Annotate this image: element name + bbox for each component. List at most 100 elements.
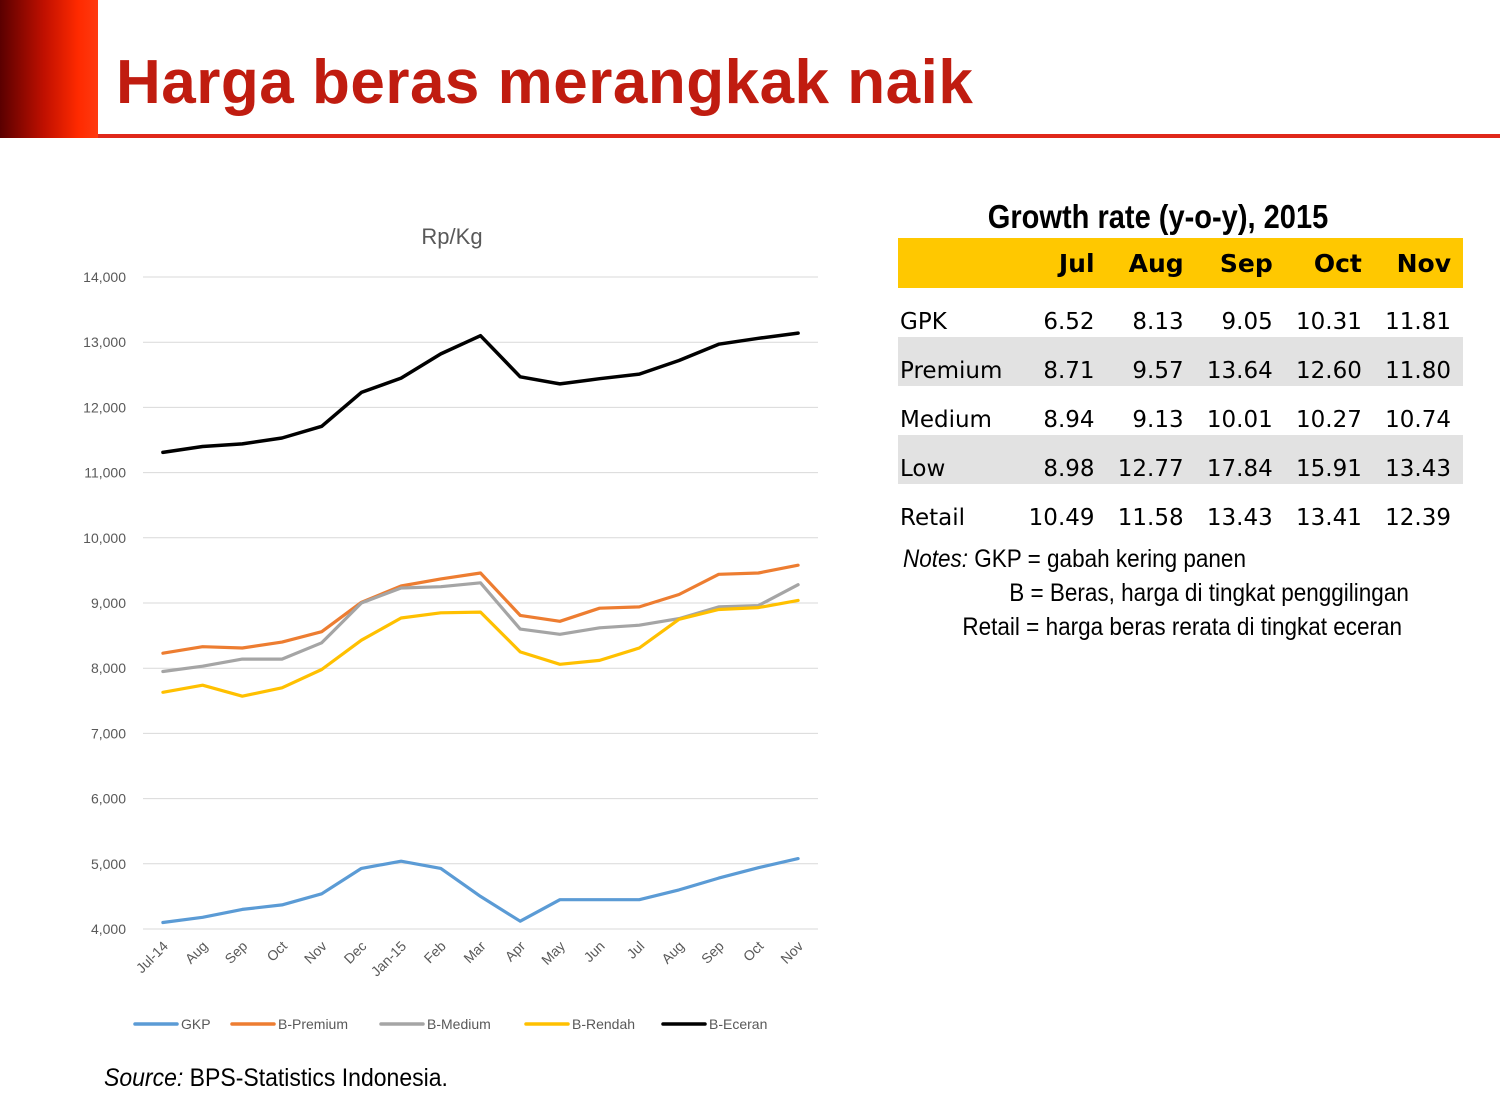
y-tick-label: 7,000 bbox=[91, 725, 126, 741]
series-lines bbox=[161, 331, 800, 925]
data-point bbox=[479, 581, 482, 584]
data-point bbox=[558, 663, 562, 666]
price-line-chart: Rp/Kg 4,000 5,000 6,000 7,000 8,000 9,000 10,0… bbox=[83, 224, 818, 1032]
table-row: Retail 10.49 11.58 13.43 13.41 12.39 bbox=[898, 484, 1463, 533]
table-cell: 10.27 bbox=[1296, 407, 1362, 433]
data-point bbox=[757, 606, 760, 609]
y-tick-label: 10,000 bbox=[83, 530, 126, 546]
table-cell: 10.31 bbox=[1296, 309, 1362, 335]
table-row: Medium 8.94 9.13 10.01 10.27 10.74 bbox=[898, 386, 1463, 435]
data-point bbox=[598, 659, 601, 662]
table-cell: 12.39 bbox=[1385, 505, 1451, 531]
data-point bbox=[320, 641, 323, 644]
x-tick-label: Jun bbox=[580, 938, 607, 965]
notes-text: GKP = gabah kering panen bbox=[968, 545, 1246, 573]
x-tick-label: Nov bbox=[301, 938, 330, 967]
table-header-cell: Oct bbox=[1284, 238, 1374, 288]
x-tick-label: Aug bbox=[182, 938, 211, 967]
data-point bbox=[796, 857, 800, 860]
notes-block: Notes: GKP = gabah kering panen B = Bera… bbox=[903, 542, 1483, 644]
data-point bbox=[439, 611, 442, 614]
row-label: Low bbox=[898, 435, 1018, 484]
data-point bbox=[598, 898, 601, 901]
table-row: GPK 6.52 8.13 9.05 10.31 11.81 bbox=[898, 288, 1463, 337]
series-line-b-rendah bbox=[161, 598, 800, 698]
row-label: Premium bbox=[898, 337, 1018, 386]
data-point bbox=[320, 630, 323, 633]
table-cell: 6.52 bbox=[1043, 309, 1095, 335]
table-header-cell: Sep bbox=[1195, 238, 1285, 288]
data-point bbox=[796, 331, 800, 335]
legend-label: GKP bbox=[181, 1016, 211, 1032]
x-tick-label: Jan-15 bbox=[368, 938, 410, 980]
table-cell: 13.41 bbox=[1296, 505, 1362, 531]
legend-label: B-Rendah bbox=[572, 1016, 635, 1032]
data-point bbox=[320, 425, 323, 428]
series-line-b-premium bbox=[161, 563, 800, 655]
table-cell: 10.49 bbox=[1028, 505, 1095, 531]
x-tick-label: Nov bbox=[777, 938, 806, 967]
table-cell: 8.71 bbox=[1017, 337, 1107, 386]
table-row: Low 8.98 12.77 17.84 15.91 13.43 bbox=[898, 435, 1463, 484]
data-point bbox=[280, 657, 284, 661]
series-line-b-eceran bbox=[161, 331, 800, 455]
table-cell: 13.43 bbox=[1206, 505, 1273, 531]
x-tick-label: Feb bbox=[421, 938, 450, 967]
data-point bbox=[598, 607, 601, 610]
table-cell: 13.64 bbox=[1195, 337, 1285, 386]
data-point bbox=[320, 892, 323, 895]
x-tick-label: Dec bbox=[341, 938, 370, 967]
data-point bbox=[241, 657, 244, 661]
data-point bbox=[399, 586, 403, 590]
data-point bbox=[360, 601, 363, 605]
table-cell: 9.57 bbox=[1106, 337, 1196, 386]
data-point bbox=[638, 646, 641, 650]
y-tick-label: 14,000 bbox=[83, 269, 126, 285]
table-header-cell bbox=[898, 238, 1018, 288]
data-point bbox=[717, 608, 720, 611]
series-line-gkp bbox=[161, 856, 800, 925]
data-point bbox=[519, 627, 522, 631]
source-label: Source: bbox=[104, 1064, 184, 1092]
data-point bbox=[399, 616, 403, 620]
data-point bbox=[558, 633, 562, 636]
table-row: Premium 8.71 9.57 13.64 12.60 11.80 bbox=[898, 337, 1463, 386]
data-point bbox=[558, 898, 562, 901]
data-point bbox=[241, 646, 244, 650]
data-point bbox=[479, 610, 482, 614]
table-cell: 8.94 bbox=[1043, 407, 1095, 433]
header-accent-block bbox=[0, 0, 98, 138]
data-point bbox=[598, 626, 601, 629]
data-point bbox=[717, 876, 720, 880]
data-point bbox=[280, 436, 284, 440]
table-cell: 17.84 bbox=[1195, 435, 1285, 484]
data-point bbox=[439, 585, 442, 588]
y-tick-label: 11,000 bbox=[84, 465, 126, 481]
data-point bbox=[717, 343, 720, 346]
data-point bbox=[757, 866, 760, 869]
table-header-cell: Aug bbox=[1106, 238, 1196, 288]
data-point bbox=[399, 376, 403, 380]
y-tick-label: 4,000 bbox=[91, 921, 126, 937]
y-tick-label: 8,000 bbox=[91, 660, 126, 676]
data-point bbox=[360, 867, 363, 870]
data-point bbox=[757, 571, 760, 575]
data-point bbox=[638, 898, 641, 901]
data-point bbox=[519, 650, 522, 654]
table-cell: 8.98 bbox=[1017, 435, 1107, 484]
data-point bbox=[201, 684, 204, 687]
data-point bbox=[479, 895, 482, 898]
table-cell: 8.13 bbox=[1132, 309, 1184, 335]
data-point bbox=[677, 618, 681, 621]
x-tick-label: Aug bbox=[658, 938, 687, 967]
data-point bbox=[241, 695, 244, 698]
x-tick-label: Oct bbox=[740, 938, 767, 965]
data-point bbox=[519, 920, 522, 923]
data-point bbox=[479, 571, 482, 575]
y-axis-ticks: 4,000 5,000 6,000 7,000 8,000 9,000 10,000 11,0… bbox=[83, 269, 126, 937]
series-line-b-medium bbox=[161, 581, 800, 674]
table-cell: 11.81 bbox=[1385, 309, 1451, 335]
data-point bbox=[677, 593, 681, 596]
legend-label: B-Medium bbox=[427, 1016, 491, 1032]
